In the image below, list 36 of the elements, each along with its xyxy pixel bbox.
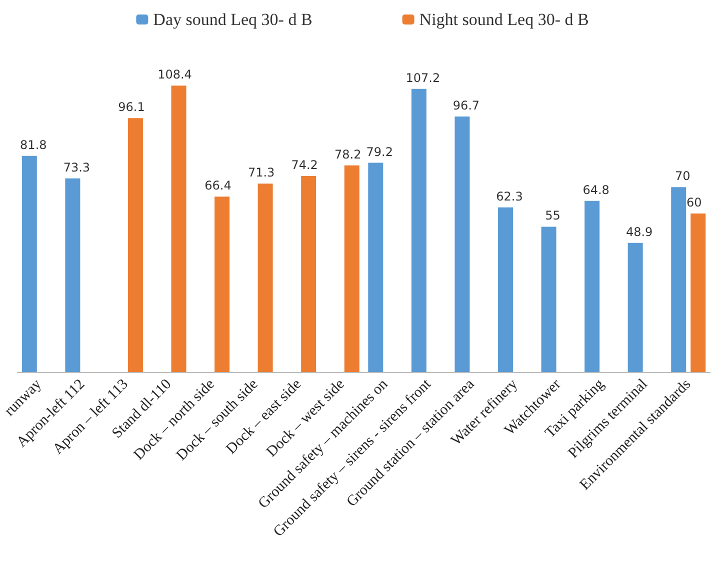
bar <box>628 242 643 372</box>
data-label: 64.8 <box>582 182 610 197</box>
legend-label: Day sound Leq 30- d B <box>153 10 312 29</box>
data-label: 66.4 <box>204 178 232 193</box>
data-label: 108.4 <box>158 68 192 82</box>
bar <box>65 178 80 372</box>
data-label: 78.2 <box>334 147 362 162</box>
data-label: 96.1 <box>118 100 145 114</box>
bar <box>22 156 37 372</box>
legend-label: Night sound Leq 30- d B <box>419 10 589 29</box>
data-label: 70 <box>674 169 690 184</box>
bar <box>128 118 143 372</box>
data-label: 107.2 <box>406 70 440 85</box>
data-label: 60 <box>686 196 702 210</box>
bar <box>171 86 186 372</box>
data-label: 74.2 <box>291 158 318 172</box>
bar <box>671 187 686 372</box>
bar <box>368 162 384 372</box>
data-label: 96.7 <box>452 98 480 113</box>
bar <box>541 226 556 372</box>
data-label: 71.3 <box>248 166 275 180</box>
data-label: 48.9 <box>626 224 653 239</box>
bar <box>301 176 316 372</box>
bar <box>344 165 360 372</box>
data-label: 55 <box>545 208 560 223</box>
bar <box>584 200 600 372</box>
bar <box>498 207 513 372</box>
bar <box>258 184 273 372</box>
bar <box>411 88 426 372</box>
data-label: 62.3 <box>496 189 523 204</box>
data-label: 81.8 <box>20 138 47 152</box>
bar <box>214 196 230 372</box>
data-label: 79.2 <box>366 144 394 159</box>
data-label: 73.3 <box>63 160 90 174</box>
bar <box>454 116 470 372</box>
bar <box>690 214 706 372</box>
